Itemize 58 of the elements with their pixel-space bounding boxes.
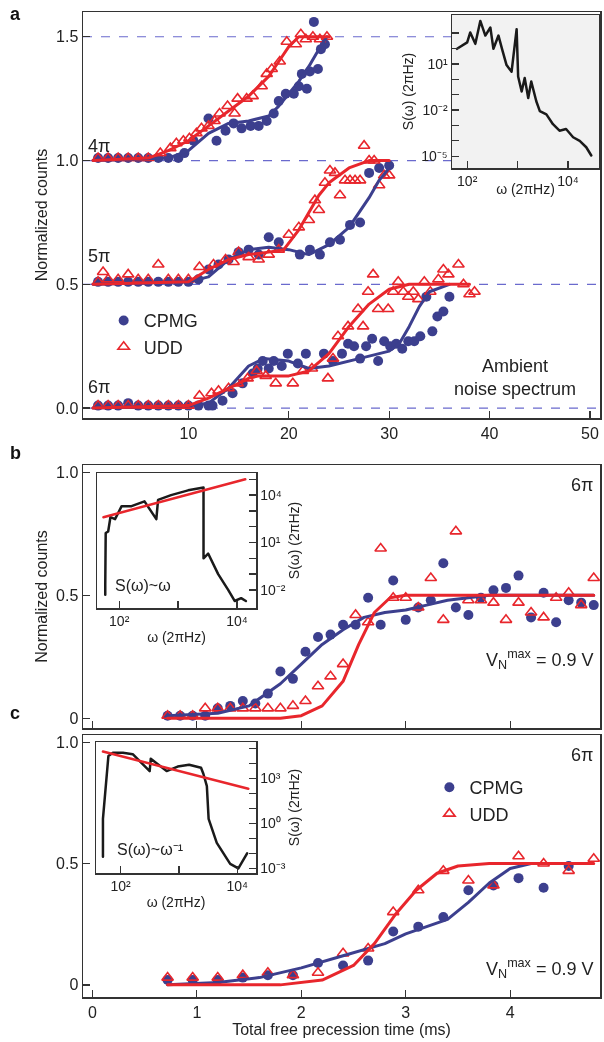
y-tick-label: 0: [69, 976, 79, 994]
y-tick-label: 10¹: [427, 55, 449, 72]
y-tick-label: 10⁴: [260, 487, 282, 503]
y-axis-title: S(ω) (2πHz): [400, 52, 417, 131]
annotation: 6π: [88, 377, 111, 397]
y-tick-label: 1.0: [56, 463, 79, 481]
y-axis-title: S(ω) (2πHz): [285, 501, 302, 580]
annotation: 6π: [571, 475, 594, 495]
x-tick-label: 0: [87, 1003, 97, 1021]
annotation: 4π: [88, 136, 111, 156]
annotation: S(ω)~ω: [115, 577, 171, 594]
x-axis-title: ω (2πHz): [496, 181, 555, 197]
x-axis-title: Total free precession time (ms): [232, 1021, 451, 1039]
y-tick-label: 10⁻⁵: [421, 148, 448, 165]
annotation: 5π: [88, 246, 111, 266]
x-tick-label: 3: [401, 1003, 411, 1021]
legend-label: UDD: [143, 337, 183, 358]
x-tick-label: 20: [279, 424, 298, 442]
y-tick-label: 10³: [260, 770, 281, 787]
annotation: Ambient noise spectrum: [454, 356, 577, 400]
y-tick-label: 1.0: [56, 733, 79, 751]
legend-label: CPMG: [143, 311, 198, 332]
x-tick-label: 50: [581, 424, 599, 442]
y-tick-label: 0.5: [56, 855, 79, 873]
annotation: V$_{N}$$^{max}$ = 0.9 V: [486, 647, 594, 673]
annotation: V$_{N}$$^{max}$ = 0.9 V: [486, 956, 594, 982]
x-tick-label: 4: [505, 1003, 515, 1021]
y-tick-label: 10⁻²: [422, 101, 449, 118]
y-tick-label: 10⁰: [260, 815, 281, 832]
y-tick-label: 0.5: [56, 586, 79, 604]
annotation: S(ω)~ω⁻¹: [117, 841, 183, 858]
annotation: 6π: [571, 745, 594, 765]
chart-title: c: [10, 703, 21, 723]
y-tick-label: 1.5: [56, 28, 79, 46]
chart-title: b: [10, 443, 21, 463]
y-tick-label: 10¹: [260, 534, 281, 551]
y-tick-label: 10⁻²: [260, 581, 286, 598]
x-tick-label: 30: [380, 424, 399, 442]
y-axis-title: Normalized counts: [33, 530, 51, 663]
chart-title: a: [10, 4, 21, 24]
y-tick-label: 0: [69, 709, 79, 727]
x-tick-label: 10²: [110, 878, 131, 895]
x-tick-label: 40: [480, 424, 499, 442]
x-axis-title: ω (2πHz): [147, 629, 206, 646]
y-axis-title: Normalized counts: [33, 148, 51, 282]
y-tick-label: 0.0: [56, 399, 79, 417]
x-tick-label: 10²: [457, 173, 478, 190]
legend-label: UDD: [469, 804, 509, 825]
y-tick-label: 10⁻³: [260, 860, 286, 877]
x-tick-label: 1: [192, 1003, 202, 1021]
x-axis-title: ω (2πHz): [146, 894, 206, 911]
y-axis-title: S(ω) (2πHz): [285, 768, 302, 847]
y-tick-label: 0.5: [56, 275, 79, 293]
x-tick-label: 10: [179, 424, 198, 442]
x-tick-label: 10²: [109, 613, 130, 630]
legend-label: CPMG: [469, 778, 524, 799]
y-tick-label: 1.0: [56, 152, 79, 170]
x-tick-label: 2: [296, 1003, 306, 1021]
